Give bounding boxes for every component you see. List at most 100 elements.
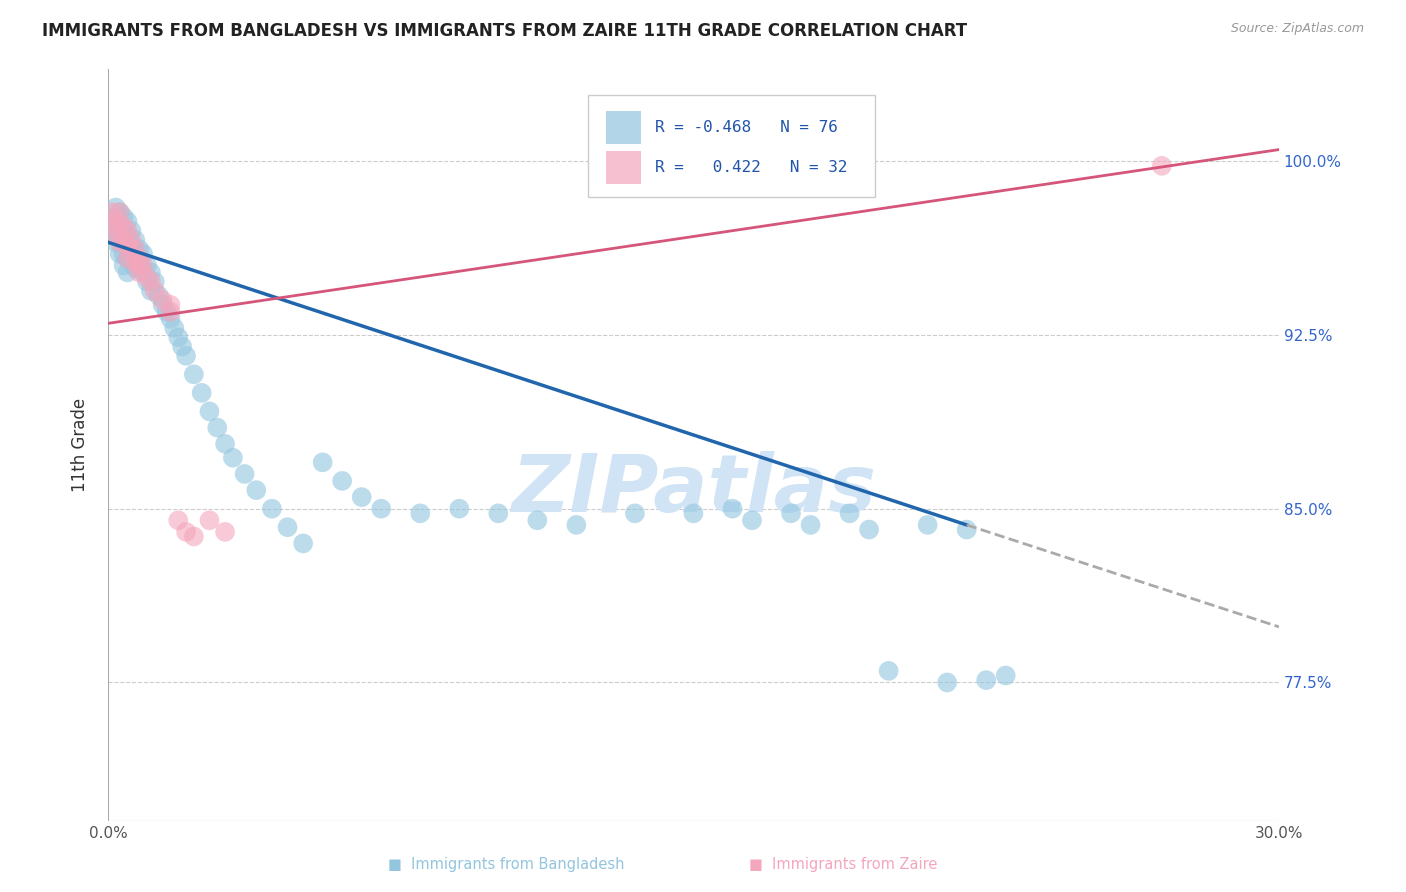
Text: R =   0.422   N = 32: R = 0.422 N = 32 (655, 160, 848, 175)
Point (148, 288, 170, 302)
Point (136, 259, 159, 273)
Point (124, 233, 146, 247)
Point (152, 298, 174, 312)
Point (143, 284, 166, 298)
Point (163, 321, 186, 335)
Point (101, 205, 124, 219)
Point (1150, 159, 1173, 173)
Point (112, 210, 135, 224)
Point (104, 228, 127, 243)
Point (108, 219, 131, 233)
Point (682, 506, 704, 520)
Point (120, 247, 142, 261)
Point (159, 311, 181, 326)
Point (155, 305, 177, 319)
Point (214, 437, 236, 451)
Point (117, 265, 139, 279)
Point (124, 247, 146, 261)
Point (112, 259, 135, 273)
Point (172, 339, 194, 353)
FancyBboxPatch shape (588, 95, 875, 196)
Text: IMMIGRANTS FROM BANGLADESH VS IMMIGRANTS FROM ZAIRE 11TH GRADE CORRELATION CHART: IMMIGRANTS FROM BANGLADESH VS IMMIGRANTS… (42, 22, 967, 40)
Point (143, 275, 166, 289)
Point (167, 513, 190, 527)
Point (994, 668, 1017, 682)
Point (117, 240, 139, 254)
Point (136, 270, 159, 285)
Point (128, 256, 150, 270)
Point (108, 205, 131, 219)
Text: ■  Immigrants from Zaire: ■ Immigrants from Zaire (749, 857, 938, 872)
Point (486, 506, 509, 520)
Point (117, 224, 139, 238)
Point (108, 219, 131, 233)
Point (198, 513, 221, 527)
Point (214, 524, 236, 539)
Point (124, 260, 146, 275)
Point (117, 252, 139, 266)
Point (104, 235, 127, 250)
Point (260, 501, 283, 516)
Point (104, 201, 127, 215)
Point (101, 219, 124, 233)
Point (117, 237, 139, 252)
Point (721, 501, 744, 516)
Point (277, 520, 299, 534)
Point (917, 517, 939, 532)
Point (409, 506, 432, 520)
Point (128, 242, 150, 256)
Point (183, 368, 205, 382)
Point (108, 230, 131, 244)
Point (956, 523, 979, 537)
Point (858, 523, 880, 537)
Point (139, 284, 162, 298)
Point (370, 501, 392, 516)
Point (159, 298, 181, 312)
Point (877, 664, 900, 678)
Point (198, 404, 221, 418)
Point (936, 675, 959, 690)
Point (104, 212, 127, 227)
Point (159, 305, 181, 319)
Point (222, 450, 245, 465)
Point (132, 259, 155, 273)
Point (112, 235, 135, 250)
Point (449, 501, 471, 516)
Point (132, 247, 155, 261)
Point (624, 506, 647, 520)
Point (108, 205, 131, 219)
Point (108, 235, 131, 250)
FancyBboxPatch shape (606, 111, 641, 144)
Point (124, 256, 146, 270)
Point (136, 275, 159, 289)
Point (128, 252, 150, 266)
Point (799, 517, 821, 532)
Point (117, 228, 139, 243)
Point (330, 474, 353, 488)
Point (780, 506, 803, 520)
Point (741, 513, 763, 527)
Point (350, 490, 373, 504)
Point (207, 420, 229, 434)
Point (128, 265, 150, 279)
Point (112, 219, 135, 233)
Point (565, 517, 588, 532)
Point (104, 219, 127, 233)
Text: ZIPatlas: ZIPatlas (510, 451, 876, 529)
Point (112, 224, 135, 238)
Point (112, 247, 135, 261)
Point (838, 506, 860, 520)
Point (174, 349, 197, 363)
Point (101, 212, 124, 227)
Text: R = -0.468   N = 76: R = -0.468 N = 76 (655, 120, 838, 135)
Point (101, 228, 124, 243)
Point (120, 233, 142, 247)
Point (167, 330, 190, 344)
Point (132, 265, 155, 279)
Text: Source: ZipAtlas.com: Source: ZipAtlas.com (1230, 22, 1364, 36)
Point (183, 529, 205, 543)
Point (117, 252, 139, 266)
Point (120, 237, 142, 252)
Point (526, 513, 548, 527)
Point (112, 235, 135, 250)
